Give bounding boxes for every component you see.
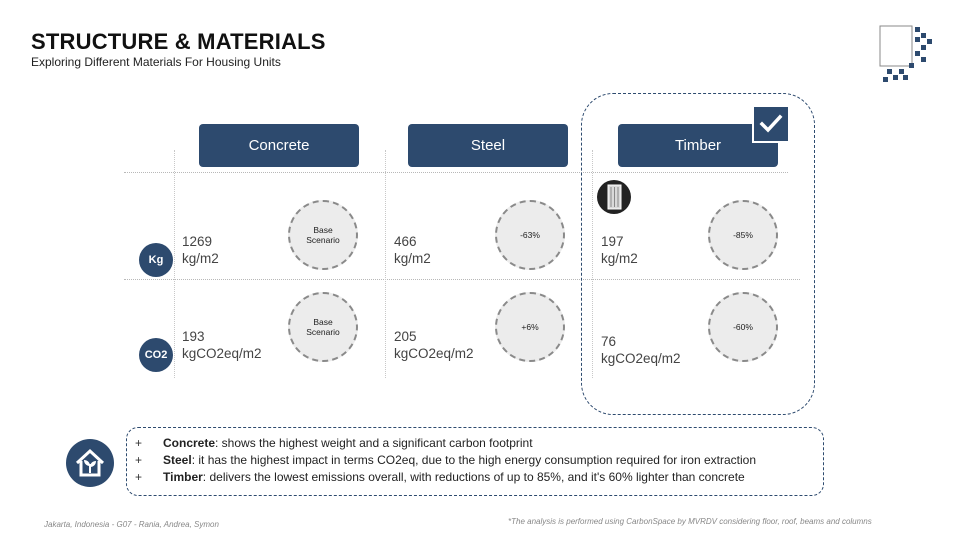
- concrete-weight-badge: Base Scenario: [288, 200, 358, 270]
- grid-line-col1: [174, 150, 175, 378]
- grid-line-top: [124, 172, 788, 173]
- weight-row-icon: Kg: [139, 243, 173, 277]
- column-timber-button[interactable]: Timber: [618, 124, 778, 167]
- notes-box: + Concrete: shows the highest weight and …: [126, 427, 824, 496]
- column-steel-button[interactable]: Steel: [408, 124, 568, 167]
- note-steel: + Steel: it has the highest impact in ter…: [135, 453, 756, 467]
- timber-carbon-value: 76 kgCO2eq/m2: [601, 334, 681, 366]
- note-concrete: + Concrete: shows the highest weight and …: [135, 436, 533, 450]
- grid-line-col2: [385, 150, 386, 378]
- page-title: STRUCTURE & MATERIALS: [31, 29, 326, 54]
- footer-credits: Jakarta, Indonesia - G07 - Rania, Andrea…: [44, 520, 219, 529]
- timber-selection-frame: [581, 93, 815, 415]
- steel-carbon-badge: +6%: [495, 292, 565, 362]
- concrete-carbon-badge: Base Scenario: [288, 292, 358, 362]
- logo-pixel-icon: [879, 25, 932, 82]
- carbon-row-icon: CO2: [139, 338, 173, 372]
- grid-line-middle: [124, 279, 800, 280]
- steel-weight-value: 466 kg/m2: [394, 234, 431, 266]
- page-subtitle: Exploring Different Materials For Housin…: [31, 55, 281, 69]
- grid-line-col3: [592, 150, 593, 378]
- checkmark-icon: [752, 105, 790, 143]
- concrete-weight-value: 1269 kg/m2: [182, 234, 219, 266]
- steel-weight-badge: -63%: [495, 200, 565, 270]
- column-concrete-button[interactable]: Concrete: [199, 124, 359, 167]
- wood-panel-icon: [597, 180, 631, 214]
- timber-weight-value: 197 kg/m2: [601, 234, 638, 266]
- timber-weight-badge: -85%: [708, 200, 778, 270]
- concrete-carbon-value: 193 kgCO2eq/m2: [182, 329, 262, 361]
- house-leaf-icon: [66, 439, 114, 487]
- note-timber: + Timber: delivers the lowest emissions o…: [135, 470, 745, 484]
- steel-carbon-value: 205 kgCO2eq/m2: [394, 329, 474, 361]
- timber-carbon-badge: -60%: [708, 292, 778, 362]
- footer-footnote: *The analysis is performed using CarbonS…: [508, 517, 872, 526]
